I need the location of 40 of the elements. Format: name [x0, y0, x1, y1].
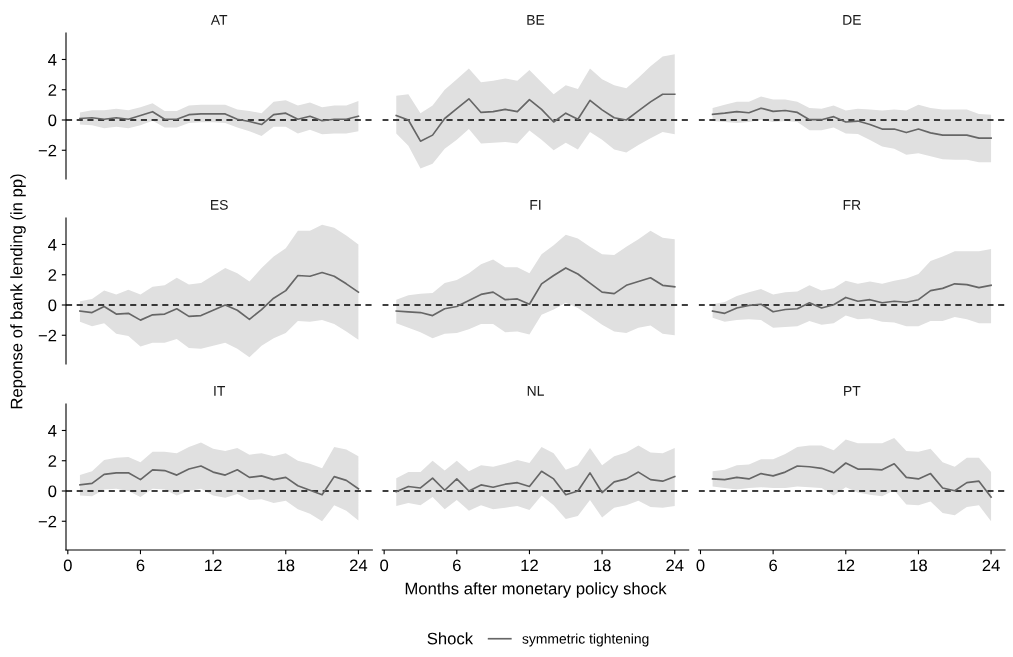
y-tick-label: 4 — [48, 54, 57, 66]
legend-label: symmetric tightening — [522, 633, 649, 647]
chart-title: FR — [843, 200, 861, 210]
x-tick-label: 24 — [349, 559, 368, 572]
x-tick-label: 24 — [666, 559, 684, 572]
x-tick-label: 0 — [696, 559, 705, 572]
x-tick-label: 12 — [205, 559, 222, 572]
x-tick-label: 6 — [453, 559, 461, 572]
chart-title: ES — [211, 199, 228, 210]
chart-title: IT — [214, 386, 226, 396]
y-tick-label: 2 — [48, 269, 57, 281]
x-tick-label: 0 — [380, 559, 389, 572]
y-axis-title: Reponse of bank lending (in pp) — [10, 174, 26, 409]
y-tick-label: 0 — [48, 114, 57, 127]
y-tick-label: −2 — [38, 515, 57, 528]
chart-title: BE — [527, 15, 545, 25]
x-tick-label: 6 — [769, 559, 778, 572]
legend-title: Shock — [427, 632, 474, 645]
x-tick-label: 12 — [521, 559, 538, 572]
x-tick-label: 6 — [136, 559, 145, 572]
x-tick-label: 12 — [837, 559, 855, 572]
chart-title: NL — [527, 386, 544, 396]
x-tick-label: 18 — [594, 559, 611, 572]
chart-title: FI — [530, 200, 541, 210]
y-tick-label: 2 — [48, 84, 57, 96]
chart-title: AT — [210, 15, 228, 25]
x-tick-label: 18 — [277, 559, 295, 572]
chart-title: PT — [844, 386, 861, 396]
y-tick-label: 0 — [48, 485, 57, 498]
x-tick-label: 0 — [63, 559, 72, 572]
y-tick-label: 4 — [48, 239, 57, 251]
y-tick-label: 0 — [48, 299, 57, 312]
y-tick-label: 2 — [48, 455, 57, 467]
x-tick-label: 24 — [982, 559, 1000, 572]
chart-title: DE — [843, 15, 861, 25]
y-tick-label: −2 — [38, 329, 57, 342]
y-tick-label: 4 — [48, 425, 57, 437]
x-axis-title: Months after monetary policy shock — [405, 582, 667, 598]
x-tick-label: 18 — [910, 559, 927, 572]
y-tick-label: −2 — [38, 144, 57, 157]
